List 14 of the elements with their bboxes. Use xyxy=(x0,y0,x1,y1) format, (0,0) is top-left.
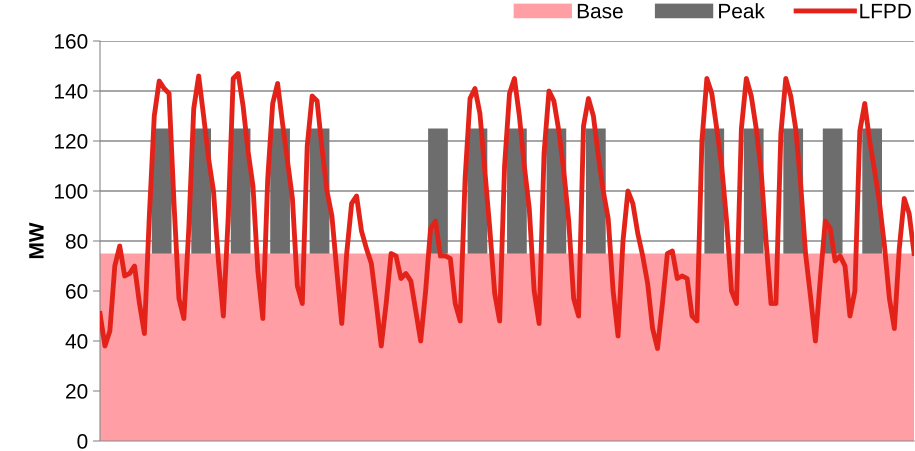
legend-label: Peak xyxy=(719,3,765,18)
y-tick-label: 40 xyxy=(66,334,88,349)
y-axis-title: MW xyxy=(29,222,44,258)
y-tick-label: 60 xyxy=(66,284,88,299)
y-tick-label: 0 xyxy=(77,434,88,449)
y-tick-label: 160 xyxy=(55,34,88,49)
legend-label: Base xyxy=(578,4,623,18)
y-tick-label: 140 xyxy=(55,84,88,99)
y-tick-label: 20 xyxy=(66,384,88,399)
y-tick-label: 80 xyxy=(66,234,88,249)
line-series xyxy=(100,71,914,351)
y-tick-label: 100 xyxy=(55,184,88,199)
legend-label: LFPD xyxy=(860,4,911,18)
y-tick-label: 120 xyxy=(55,134,88,149)
